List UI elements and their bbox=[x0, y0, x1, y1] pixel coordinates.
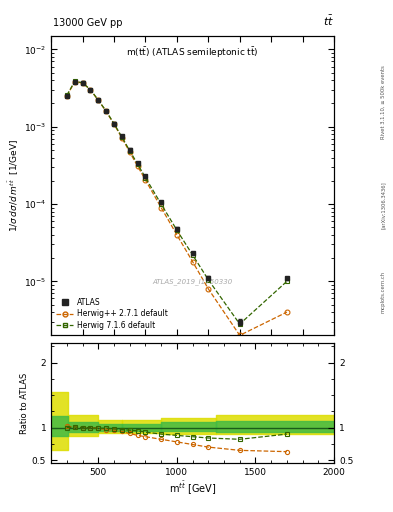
Text: Rivet 3.1.10, ≥ 500k events: Rivet 3.1.10, ≥ 500k events bbox=[381, 66, 386, 139]
Text: m(t$\bar{\rm t}$) (ATLAS semileptonic t$\bar{\rm t}$): m(t$\bar{\rm t}$) (ATLAS semileptonic t$… bbox=[126, 45, 259, 60]
Text: [arXiv:1306.3436]: [arXiv:1306.3436] bbox=[381, 181, 386, 229]
Legend: ATLAS, Herwig++ 2.7.1 default, Herwig 7.1.6 default: ATLAS, Herwig++ 2.7.1 default, Herwig 7.… bbox=[55, 296, 169, 332]
X-axis label: m$^{t\bar{t}}$ [GeV]: m$^{t\bar{t}}$ [GeV] bbox=[169, 480, 216, 497]
Text: 13000 GeV pp: 13000 GeV pp bbox=[53, 18, 123, 28]
Text: ATLAS_2019_I1750330: ATLAS_2019_I1750330 bbox=[152, 278, 233, 285]
Y-axis label: $1/\sigma\,d\sigma/d\,m^{t\bar{t}}$  [1/GeV]: $1/\sigma\,d\sigma/d\,m^{t\bar{t}}$ [1/G… bbox=[7, 139, 21, 232]
Text: $t\bar{t}$: $t\bar{t}$ bbox=[323, 14, 334, 28]
Text: mcplots.cern.ch: mcplots.cern.ch bbox=[381, 271, 386, 313]
Y-axis label: Ratio to ATLAS: Ratio to ATLAS bbox=[20, 373, 29, 434]
